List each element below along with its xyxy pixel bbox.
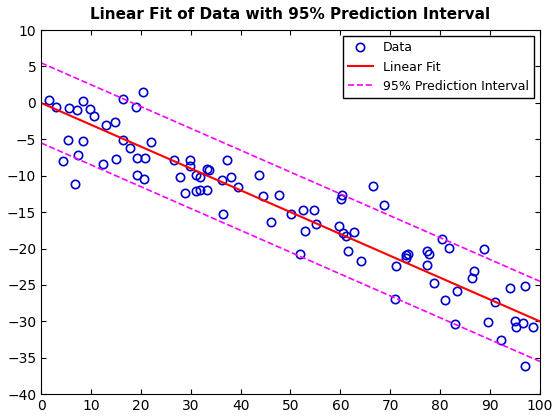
Data	[181, 190, 188, 195]
Data	[220, 212, 226, 217]
Data	[228, 174, 235, 179]
Legend: Data, Linear Fit, 95% Prediction Interval: Data, Linear Fit, 95% Prediction Interva…	[343, 36, 534, 98]
Title: Linear Fit of Data with 95% Prediction Interval: Linear Fit of Data with 95% Prediction I…	[90, 7, 491, 22]
Data	[423, 263, 430, 268]
Data	[335, 223, 342, 228]
Line: Data: Data	[45, 87, 538, 370]
Data	[357, 259, 364, 264]
Data	[522, 363, 529, 368]
Data	[276, 193, 283, 198]
Data	[147, 139, 154, 144]
Data	[139, 89, 146, 94]
